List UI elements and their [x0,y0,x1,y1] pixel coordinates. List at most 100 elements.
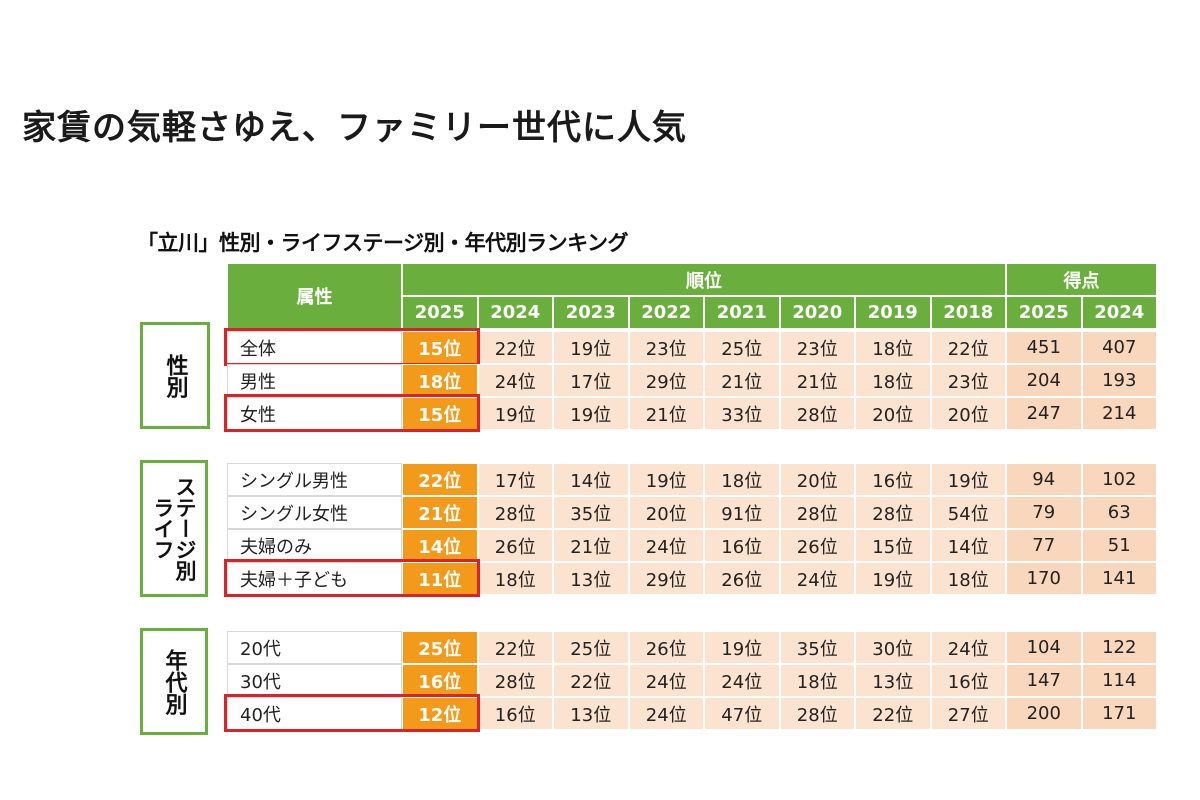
rank-cell: 22位 [553,664,629,697]
rank-2025-cell: 18位 [402,364,478,397]
rank-cell: 27位 [930,697,1006,730]
rank-year-header: 2022 [628,296,704,329]
rank-cell: 28位 [779,496,855,529]
rank-2025-cell: 21位 [402,496,478,529]
rank-year-header: 2023 [553,296,629,329]
rank-cell: 25位 [704,331,780,364]
rank-cell: 18位 [855,331,931,364]
rank-cell: 25位 [553,631,629,664]
rank-cell: 19位 [477,397,553,430]
rank-cell: 18位 [477,562,553,595]
rank-cell: 20位 [855,397,931,430]
score-cell: 141 [1081,562,1157,595]
row-label: 40代 [227,697,402,730]
group-label: ライフ [151,497,175,560]
rank-cell: 19位 [628,463,704,496]
rank-year-header: 2024 [477,296,553,329]
rank-cell: 19位 [704,631,780,664]
rank-cell: 29位 [628,364,704,397]
rank-cell: 22位 [477,331,553,364]
rank-cell: 21位 [553,529,629,562]
score-cell: 79 [1006,496,1082,529]
rank-cell: 18位 [855,364,931,397]
rank-2025-cell: 22位 [402,463,478,496]
rank-cell: 22位 [477,631,553,664]
rank-year-header: 2018 [930,296,1006,329]
score-year-header: 2025 [1006,296,1082,329]
rank-cell: 26位 [779,529,855,562]
score-cell: 407 [1081,331,1157,364]
rank-cell: 13位 [855,664,931,697]
attribute-header: 属性 [227,263,402,329]
row-label: 夫婦のみ [227,529,402,562]
rank-cell: 18位 [930,562,1006,595]
rank-cell: 16位 [930,664,1006,697]
score-cell: 104 [1006,631,1082,664]
rank-cell: 17位 [477,463,553,496]
score-cell: 204 [1006,364,1082,397]
rank-cell: 16位 [855,463,931,496]
row-label: 男性 [227,364,402,397]
rank-cell: 16位 [704,529,780,562]
rank-cell: 20位 [779,463,855,496]
score-cell: 200 [1006,697,1082,730]
score-year-header: 2024 [1081,296,1157,329]
score-cell: 77 [1006,529,1082,562]
rank-year-header: 2021 [704,296,780,329]
group-label: ステージ別 [173,476,198,581]
score-cell: 63 [1081,496,1157,529]
rank-cell: 17位 [553,364,629,397]
row-label: シングル女性 [227,496,402,529]
rank-cell: 19位 [553,397,629,430]
score-cell: 247 [1006,397,1082,430]
rank-cell: 29位 [628,562,704,595]
rank-year-header: 2025 [402,296,478,329]
score-cell: 451 [1006,331,1082,364]
rank-cell: 15位 [855,529,931,562]
rank-cell: 24位 [930,631,1006,664]
rank-cell: 30位 [855,631,931,664]
rank-cell: 33位 [704,397,780,430]
score-group-header: 得点 [1006,263,1157,296]
rank-2025-cell: 15位 [402,331,478,364]
rank-cell: 28位 [779,397,855,430]
rank-cell: 19位 [553,331,629,364]
rank-year-header: 2020 [779,296,855,329]
group-label-box: 性別 [140,322,210,429]
rank-cell: 28位 [779,697,855,730]
rank-cell: 20位 [930,397,1006,430]
score-cell: 170 [1006,562,1082,595]
rank-cell: 18位 [779,664,855,697]
rank-2025-cell: 16位 [402,664,478,697]
group-label: 性別 [162,353,188,398]
group-label-box: ライフ ステージ別 [140,460,208,597]
score-cell: 193 [1081,364,1157,397]
score-cell: 147 [1006,664,1082,697]
rank-cell: 21位 [704,364,780,397]
rank-cell: 28位 [855,496,931,529]
rank-cell: 24位 [628,529,704,562]
rank-cell: 24位 [704,664,780,697]
rank-cell: 14位 [930,529,1006,562]
rank-cell: 54位 [930,496,1006,529]
rank-cell: 13位 [553,697,629,730]
score-cell: 94 [1006,463,1082,496]
score-cell: 102 [1081,463,1157,496]
rank-cell: 22位 [930,331,1006,364]
rank-cell: 26位 [628,631,704,664]
rank-cell: 24位 [779,562,855,595]
row-label: 30代 [227,664,402,697]
rank-cell: 18位 [704,463,780,496]
rank-cell: 35位 [779,631,855,664]
rank-cell: 23位 [930,364,1006,397]
rank-cell: 28位 [477,496,553,529]
rank-cell: 47位 [704,697,780,730]
score-cell: 171 [1081,697,1157,730]
row-label: シングル男性 [227,463,402,496]
rank-year-header: 2019 [855,296,931,329]
score-cell: 51 [1081,529,1157,562]
rank-cell: 20位 [628,496,704,529]
rank-cell: 24位 [628,697,704,730]
score-cell: 114 [1081,664,1157,697]
row-label: 全体 [227,331,402,364]
